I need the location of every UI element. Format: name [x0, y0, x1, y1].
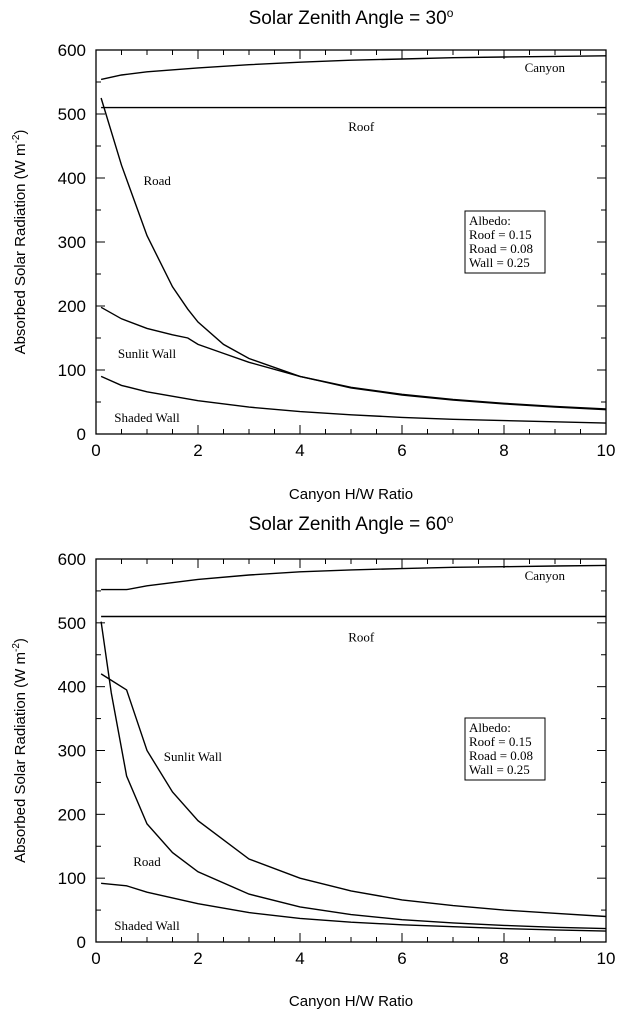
- y-tick-label: 0: [77, 933, 86, 952]
- albedo-legend-line: Wall = 0.25: [469, 255, 530, 270]
- x-tick-label: 2: [193, 441, 202, 460]
- y-tick-label: 600: [58, 550, 86, 569]
- y-axis-label-superscript: -2: [11, 134, 22, 143]
- chart-title-superscript: o: [447, 512, 454, 526]
- x-axis-label: Canyon H/W Ratio: [289, 993, 413, 1010]
- albedo-legend-box: [464, 210, 546, 274]
- series-line-shaded-wall: [100, 375, 607, 424]
- y-tick-label: 500: [58, 105, 86, 124]
- series-label-sunlit-wall: Sunlit Wall: [118, 346, 177, 361]
- y-tick-label: 600: [58, 41, 86, 60]
- x-tick-label: 4: [295, 949, 304, 968]
- x-tick-label: 0: [91, 949, 100, 968]
- y-axis-label-text: Absorbed Solar Radiation (W m: [12, 652, 29, 863]
- series-line-shaded-wall: [101, 882, 607, 932]
- series-line-canyon: [101, 564, 607, 591]
- series-label-sunlit-wall: Sunlit Wall: [164, 749, 223, 764]
- x-tick-label: 10: [597, 949, 616, 968]
- series-label-canyon: Canyon: [525, 568, 566, 583]
- y-tick-label: 200: [58, 805, 86, 824]
- series-line-canyon: [100, 55, 607, 81]
- series-line-road: [100, 621, 607, 930]
- chart-title: Solar Zenith Angle = 60o: [249, 512, 454, 535]
- albedo-legend-line: Albedo:: [469, 213, 511, 228]
- y-tick-label: 400: [58, 169, 86, 188]
- x-tick-label: 2: [193, 949, 202, 968]
- series-label-shaded-wall: Shaded Wall: [114, 918, 180, 933]
- albedo-legend-line: Wall = 0.25: [469, 762, 530, 777]
- y-tick-label: 400: [58, 678, 86, 697]
- chart-title-text: Solar Zenith Angle = 30: [249, 8, 447, 29]
- x-tick-label: 0: [91, 441, 100, 460]
- y-axis-label: Absorbed Solar Radiation (W m-2): [11, 130, 29, 355]
- x-tick-label: 6: [397, 441, 406, 460]
- albedo-legend-line: Roof = 0.15: [469, 734, 532, 749]
- y-tick-label: 200: [58, 297, 86, 316]
- y-tick-label: 500: [58, 614, 86, 633]
- series-label-shaded-wall: Shaded Wall: [114, 410, 180, 425]
- chart-title: Solar Zenith Angle = 30o: [249, 6, 454, 29]
- albedo-legend-line: Roof = 0.15: [469, 227, 532, 242]
- series-label-canyon: Canyon: [525, 60, 566, 75]
- y-tick-label: 100: [58, 869, 86, 888]
- x-tick-label: 8: [499, 949, 508, 968]
- y-axis-label-suffix: ): [12, 130, 29, 135]
- series-line-sunlit-wall: [100, 673, 607, 918]
- x-tick-label: 4: [295, 441, 304, 460]
- chart-title-text: Solar Zenith Angle = 60: [249, 514, 447, 535]
- series-label-roof: Roof: [348, 119, 375, 134]
- y-axis-label-superscript: -2: [11, 643, 22, 652]
- x-axis-label: Canyon H/W Ratio: [289, 486, 413, 503]
- albedo-legend-line: Road = 0.08: [469, 748, 533, 763]
- y-axis-label-suffix: ): [12, 638, 29, 643]
- y-tick-label: 0: [77, 425, 86, 444]
- albedo-legend-line: Road = 0.08: [469, 241, 533, 256]
- x-tick-label: 8: [499, 441, 508, 460]
- albedo-legend-line: Albedo:: [469, 720, 511, 735]
- chart-title-superscript: o: [447, 6, 454, 20]
- y-tick-label: 100: [58, 361, 86, 380]
- y-axis-label: Absorbed Solar Radiation (W m-2): [11, 638, 29, 863]
- y-tick-label: 300: [58, 233, 86, 252]
- y-tick-label: 300: [58, 742, 86, 761]
- series-label-road: Road: [143, 173, 171, 188]
- series-line-sunlit-wall: [100, 306, 607, 410]
- series-label-roof: Roof: [348, 630, 375, 645]
- albedo-legend-box: [464, 717, 546, 781]
- x-tick-label: 6: [397, 949, 406, 968]
- y-axis-label-text: Absorbed Solar Radiation (W m: [12, 143, 29, 354]
- x-tick-label: 10: [597, 441, 616, 460]
- series-label-road: Road: [133, 854, 161, 869]
